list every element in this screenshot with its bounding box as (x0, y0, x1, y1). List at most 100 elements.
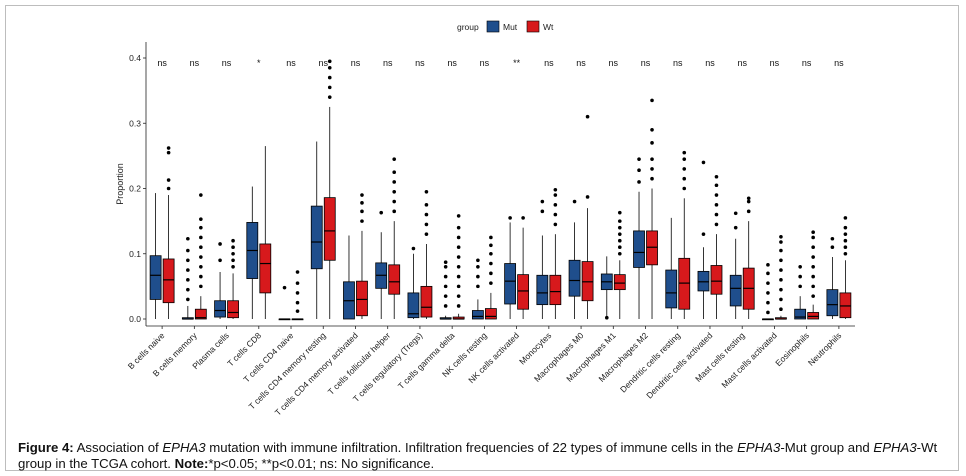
outlier-point (392, 157, 397, 161)
legend-label: Mut (503, 22, 518, 32)
outlier-point (456, 255, 461, 259)
outlier-point (476, 258, 480, 263)
outlier-point (650, 176, 654, 181)
pvalue-label: ns (222, 58, 232, 68)
pvalue-label: ns (190, 58, 200, 68)
outlier-point (443, 284, 448, 289)
x-tick-label: Mast cells activated (719, 330, 779, 390)
outlier-point (779, 287, 783, 292)
caption-label: Figure 4: (18, 440, 74, 455)
outlier-point (456, 284, 461, 289)
box-body (420, 285, 433, 318)
box-body (807, 312, 820, 320)
outlier-point (701, 232, 706, 236)
y-axis: 0.0 0.1 0.2 0.3 0.4 (129, 42, 147, 326)
outlier-point (360, 209, 364, 214)
pvalue-label: ns (351, 58, 361, 68)
outlier-point (553, 188, 558, 192)
outlier-point (424, 189, 429, 194)
outlier-point (843, 251, 848, 256)
outlier-point (476, 274, 480, 279)
caption-gene-2: EPHA3 (737, 440, 781, 455)
outlier-point (766, 263, 770, 267)
outlier-point (766, 281, 770, 285)
outlier-point (166, 150, 171, 155)
box-body (484, 308, 497, 320)
pvalue-label: ns (383, 58, 393, 68)
box-body (259, 243, 272, 294)
outlier-point (798, 284, 802, 289)
box-body (665, 269, 678, 309)
outlier-point (650, 167, 654, 171)
outlier-point (392, 180, 397, 184)
outlier-point (199, 274, 203, 279)
outlier-point (830, 236, 835, 241)
outlier-point (231, 251, 235, 256)
outlier-point (199, 193, 203, 197)
pvalue-label: ** (513, 58, 521, 68)
outlier-point (585, 114, 590, 119)
outlier-point (231, 245, 235, 250)
outlier-point (489, 243, 493, 248)
box-wt (646, 98, 658, 319)
box-mut (600, 256, 613, 320)
outlier-point (798, 274, 802, 279)
outlier-point (360, 219, 364, 223)
outlier-point (424, 212, 429, 217)
box-wt (581, 114, 594, 319)
pvalue-label: ns (770, 58, 780, 68)
outlier-point (199, 225, 203, 230)
box-wt (452, 214, 465, 320)
outlier-point (766, 300, 770, 305)
outlier-point (650, 127, 654, 132)
box-body (517, 274, 530, 310)
pvalue-label: ns (544, 58, 554, 68)
outlier-point (637, 180, 641, 184)
pvalue-label: ns (157, 58, 167, 68)
outlier-point (456, 245, 461, 250)
outlier-point (392, 170, 397, 174)
box-body (633, 230, 645, 268)
x-tick-label: Eosinophils (773, 330, 811, 368)
box-mut (407, 246, 420, 319)
outlier-point (199, 217, 203, 221)
box-wt (259, 146, 272, 319)
pvalue-label: ns (802, 58, 812, 68)
outlier-point (360, 201, 364, 205)
box-body (678, 257, 691, 310)
outlier-point (553, 203, 558, 207)
outlier-point (476, 265, 480, 269)
outlier-point (295, 281, 300, 285)
outlier-point (199, 284, 203, 289)
outlier-point (798, 265, 802, 269)
pvalue-label: ns (737, 58, 747, 68)
outlier-point (779, 268, 783, 272)
boxplot-chart: group Mut Wt 0.0 0.1 0.2 0.3 0.4 Proportion n… (115, 20, 855, 417)
outlier-point (186, 258, 190, 263)
outlier-point (811, 255, 815, 259)
caption-text-1: Association of (73, 440, 163, 455)
box-wt (775, 234, 787, 320)
box-mut (665, 217, 678, 319)
outlier-point (617, 219, 622, 223)
box-body (568, 259, 581, 297)
box-mut (826, 236, 839, 319)
pvalue-label: ns (286, 58, 296, 68)
outlier-point (682, 176, 687, 181)
outlier-point (843, 238, 848, 243)
outlier-point (295, 270, 300, 274)
box-mut (343, 235, 355, 320)
outlier-point (508, 216, 512, 220)
outlier-point (186, 268, 190, 272)
outlier-point (553, 222, 558, 227)
outlier-point (733, 211, 738, 216)
outlier-point (682, 186, 687, 191)
box-body (794, 308, 807, 320)
y-tick-label: 0.0 (129, 314, 141, 324)
outlier-point (779, 307, 783, 312)
box-wt (388, 157, 401, 319)
box-wt (678, 150, 691, 319)
outlier-point (166, 186, 171, 191)
outlier-point (424, 222, 429, 227)
outlier-point (231, 258, 235, 263)
